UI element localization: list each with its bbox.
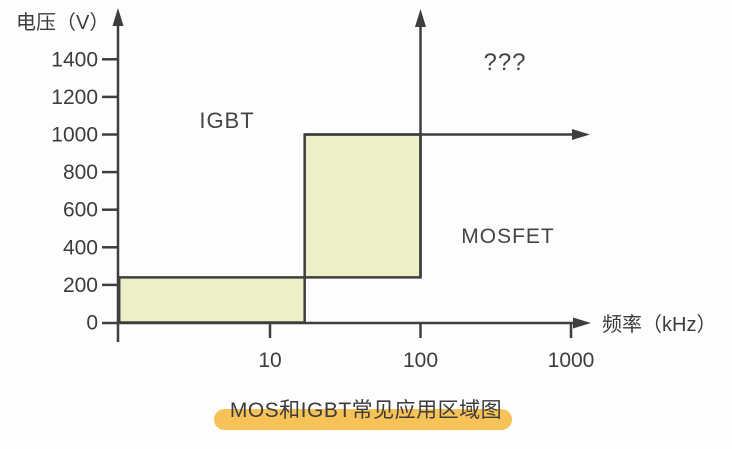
voltage-limit-arrowhead [572,129,590,140]
mosfet-label: MOSFET [461,225,555,248]
region-rects [117,133,422,324]
igbt-label: IGBT [199,108,254,133]
tick-marks [102,58,573,338]
axes-and-arrows [102,8,591,342]
x-axis-title: 频率（kHz） [602,313,716,336]
y-axis-arrowhead [112,8,124,26]
x-tick-label: 10 [258,349,281,372]
x-tick-label: 1000 [548,349,595,372]
mid-voltage-mid-frequency-region [303,133,422,279]
y-tick-label: 1000 [51,124,98,147]
frequency-limit-arrowhead [415,9,426,27]
y-tick-label: 400 [63,236,98,259]
y-tick-label: 800 [63,161,98,184]
x-axis-arrowhead [573,317,591,329]
chart-text: 10 100 1000 0 200 400 600 800 1000 1200 1400 电压（V） 频… [16,11,716,372]
low-voltage-low-frequency-region [117,276,306,324]
y-tick-label: 1200 [51,86,98,109]
y-tick-label: 1400 [51,48,98,71]
y-tick-label: 0 [86,312,98,335]
x-tick-label: 100 [403,349,438,372]
y-tick-label: 200 [63,274,98,297]
unknown-region-label: ??? [483,49,526,76]
y-axis-title: 电压（V） [16,11,109,34]
y-tick-label: 600 [63,199,98,222]
